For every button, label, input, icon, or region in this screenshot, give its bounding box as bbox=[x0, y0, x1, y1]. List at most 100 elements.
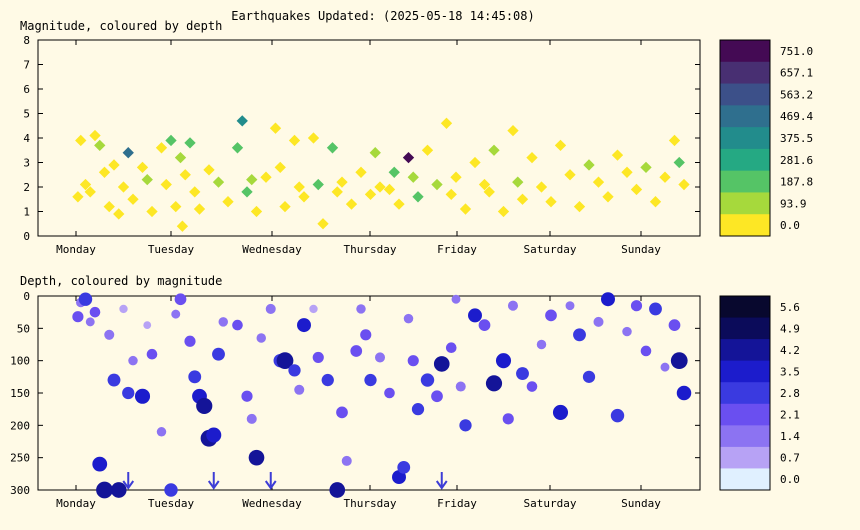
colorbar-label: 657.1 bbox=[780, 67, 813, 80]
data-point bbox=[602, 191, 614, 203]
data-point bbox=[397, 460, 411, 474]
colorbar-swatch bbox=[720, 214, 770, 237]
colorbar-label: 2.1 bbox=[780, 409, 800, 422]
y-tick-label: 2 bbox=[23, 181, 30, 194]
data-point bbox=[160, 178, 172, 191]
data-point bbox=[610, 408, 625, 423]
data-point bbox=[564, 169, 576, 181]
x-tick-label: Friday bbox=[437, 497, 477, 510]
data-point bbox=[407, 171, 419, 183]
data-point bbox=[659, 171, 671, 183]
data-point bbox=[431, 390, 443, 403]
page-title: Earthquakes Updated: (2025-05-18 14:45:0… bbox=[231, 9, 534, 23]
y-tick-label: 50 bbox=[17, 322, 30, 335]
data-point bbox=[231, 142, 244, 154]
data-point bbox=[241, 390, 253, 402]
y-tick-label: 300 bbox=[10, 484, 30, 497]
colorbar-swatch bbox=[720, 127, 770, 150]
data-point bbox=[212, 347, 225, 361]
y-tick-label: 150 bbox=[10, 387, 30, 400]
data-point bbox=[478, 178, 491, 191]
colorbar-label: 5.6 bbox=[780, 301, 800, 314]
colorbar-swatch bbox=[720, 83, 770, 106]
colorbar-swatch bbox=[720, 403, 770, 426]
data-point bbox=[592, 176, 605, 188]
data-point bbox=[369, 147, 381, 159]
data-point bbox=[136, 161, 149, 174]
data-point bbox=[293, 181, 305, 193]
data-point bbox=[573, 200, 586, 213]
colorbar-frame bbox=[719, 39, 771, 237]
data-point bbox=[276, 352, 294, 370]
data-point bbox=[630, 300, 643, 312]
data-point bbox=[312, 351, 324, 364]
data-point bbox=[526, 381, 538, 392]
data-point bbox=[127, 193, 139, 205]
x-tick-label: Tuesday bbox=[148, 497, 195, 510]
data-point bbox=[640, 161, 652, 174]
data-point bbox=[89, 306, 101, 318]
data-point bbox=[184, 137, 196, 149]
data-point bbox=[545, 309, 557, 322]
data-point bbox=[485, 375, 503, 392]
data-point bbox=[451, 294, 461, 304]
x-tick-label: Sunday bbox=[621, 243, 661, 256]
data-point bbox=[497, 205, 510, 218]
data-point bbox=[360, 329, 372, 341]
data-point bbox=[483, 186, 495, 198]
colorbar-label: 4.9 bbox=[780, 322, 800, 335]
data-point bbox=[155, 142, 168, 154]
colorbar-swatch bbox=[720, 339, 770, 362]
y-tick-label: 100 bbox=[10, 355, 30, 368]
data-point bbox=[622, 326, 632, 337]
data-point bbox=[179, 169, 191, 181]
y-tick-label: 200 bbox=[10, 419, 30, 432]
data-point bbox=[309, 304, 318, 314]
data-point bbox=[355, 166, 367, 178]
data-point bbox=[248, 449, 265, 466]
data-point bbox=[174, 293, 187, 306]
data-point bbox=[512, 176, 524, 188]
colorbar-label: 3.5 bbox=[780, 365, 800, 378]
data-point bbox=[288, 134, 301, 147]
data-point bbox=[593, 316, 604, 327]
data-point bbox=[420, 373, 435, 387]
data-point bbox=[507, 300, 519, 311]
data-point bbox=[516, 367, 529, 381]
data-point bbox=[174, 151, 187, 164]
data-point bbox=[141, 173, 153, 186]
data-point bbox=[374, 181, 386, 193]
x-tick-label: Friday bbox=[437, 243, 477, 256]
y-tick-label: 6 bbox=[23, 83, 30, 96]
colorbar-label: 563.2 bbox=[780, 88, 813, 101]
data-point bbox=[545, 196, 557, 208]
data-point bbox=[573, 328, 586, 342]
data-point bbox=[218, 317, 228, 327]
data-point bbox=[621, 166, 633, 178]
colorbar-label: 1.4 bbox=[780, 430, 800, 443]
y-tick-label: 5 bbox=[23, 108, 30, 121]
arrow-head bbox=[264, 480, 277, 490]
y-tick-label: 7 bbox=[23, 59, 30, 72]
y-tick-label: 8 bbox=[23, 34, 30, 47]
x-tick-label: Saturday bbox=[524, 497, 577, 510]
data-point bbox=[630, 183, 643, 196]
data-point bbox=[673, 156, 685, 169]
data-point bbox=[241, 186, 253, 198]
data-point bbox=[326, 142, 339, 154]
data-point bbox=[345, 198, 358, 210]
data-point bbox=[134, 388, 151, 404]
bottom-panel-title: Depth, coloured by magnitude bbox=[20, 274, 222, 288]
data-point bbox=[329, 482, 346, 498]
data-point bbox=[96, 481, 113, 499]
colorbar-label: 2.8 bbox=[780, 387, 800, 400]
data-point bbox=[146, 348, 158, 360]
y-tick-label: 0 bbox=[23, 230, 30, 243]
data-point bbox=[565, 301, 575, 311]
data-point bbox=[307, 132, 320, 144]
data-point bbox=[104, 329, 115, 340]
data-point bbox=[402, 151, 415, 164]
data-point bbox=[611, 149, 624, 161]
y-tick-label: 3 bbox=[23, 157, 30, 170]
